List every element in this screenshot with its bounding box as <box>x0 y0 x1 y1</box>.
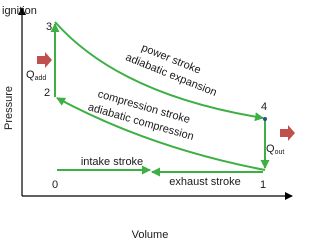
heat-in-label: Qadd <box>26 69 46 82</box>
point-label: 4 <box>261 101 267 113</box>
x-axis-label: Volume <box>132 229 169 241</box>
heat-in-arrow <box>37 52 52 68</box>
stroke-label: exhaust stroke <box>169 176 241 188</box>
point-label: 2 <box>44 87 50 99</box>
y-axis-label: Pressure <box>3 86 15 130</box>
power-stroke-curve <box>54 21 264 122</box>
compression-stroke-curve <box>56 97 266 171</box>
otto-cycle-diagram: ignition Pressure Volume Qadd Qout 3 2 4… <box>2 5 295 241</box>
ignition-label: ignition <box>2 5 37 17</box>
heat-out-label: Qout <box>266 143 284 156</box>
point-4-dot <box>263 117 267 121</box>
heat-out-arrow <box>280 125 295 141</box>
point-label: 0 <box>52 179 58 191</box>
point-label: 3 <box>46 21 52 33</box>
stroke-label: intake stroke <box>81 156 143 168</box>
point-label: 1 <box>260 179 266 191</box>
